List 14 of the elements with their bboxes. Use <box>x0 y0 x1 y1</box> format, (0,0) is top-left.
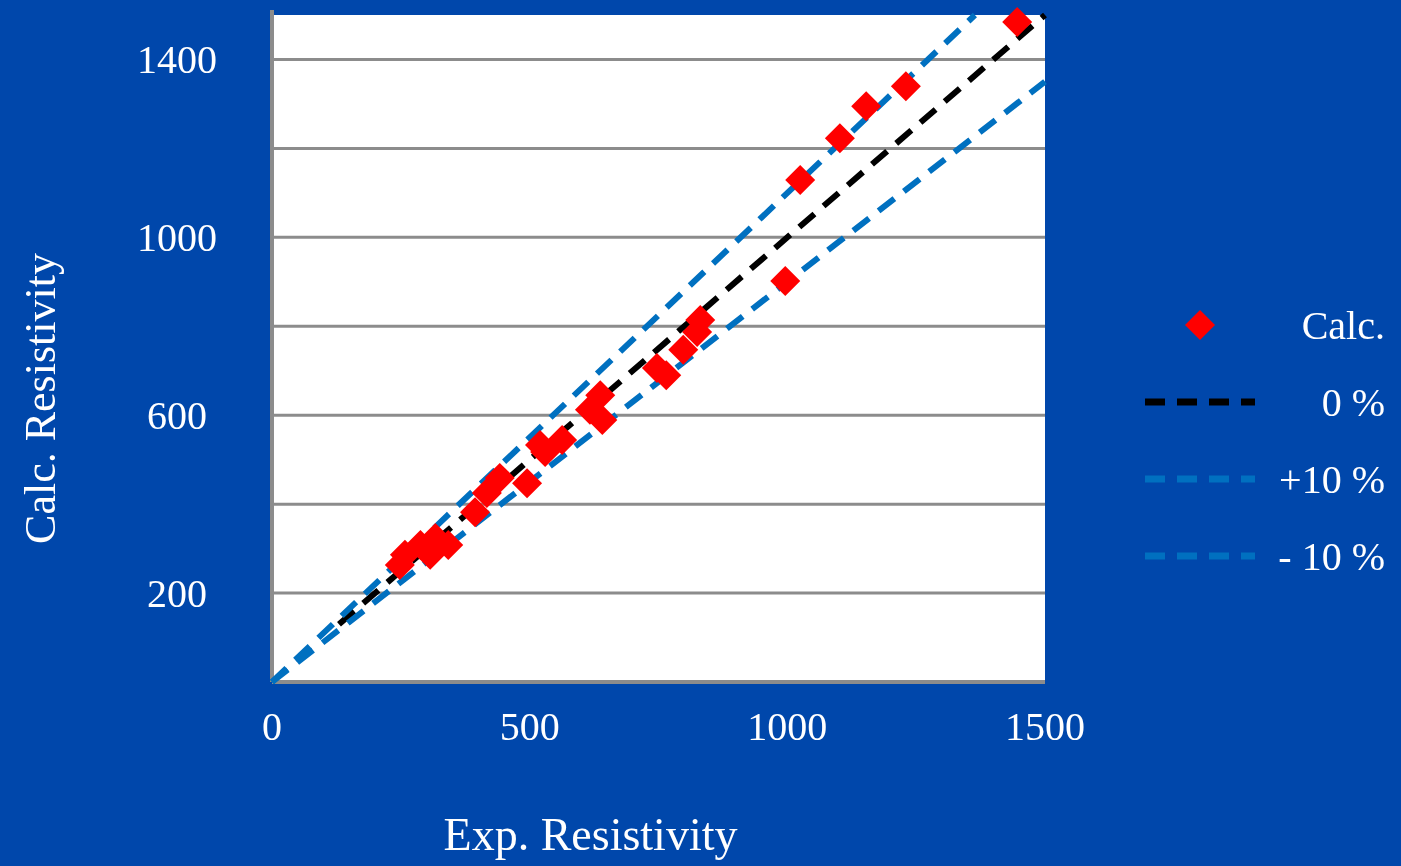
legend-label: - 10 % <box>1278 534 1385 579</box>
x-tick-label: 1000 <box>747 704 828 749</box>
x-axis-title: Exp. Resistivity <box>443 809 738 860</box>
legend-label: +10 % <box>1279 457 1385 502</box>
y-tick-label: 200 <box>147 571 207 617</box>
x-tick-label: 0 <box>262 704 282 749</box>
y-axis-title: Calc. Resistivity <box>16 253 65 544</box>
y-tick-label: 1400 <box>137 37 217 83</box>
y-tick-label: 600 <box>147 393 207 439</box>
x-tick-label: 500 <box>499 704 560 749</box>
x-tick-label: 1500 <box>1005 704 1085 749</box>
y-tick-label: 1000 <box>137 215 217 261</box>
legend-label: 0 % <box>1321 380 1385 425</box>
legend-label: Calc. <box>1301 303 1385 348</box>
